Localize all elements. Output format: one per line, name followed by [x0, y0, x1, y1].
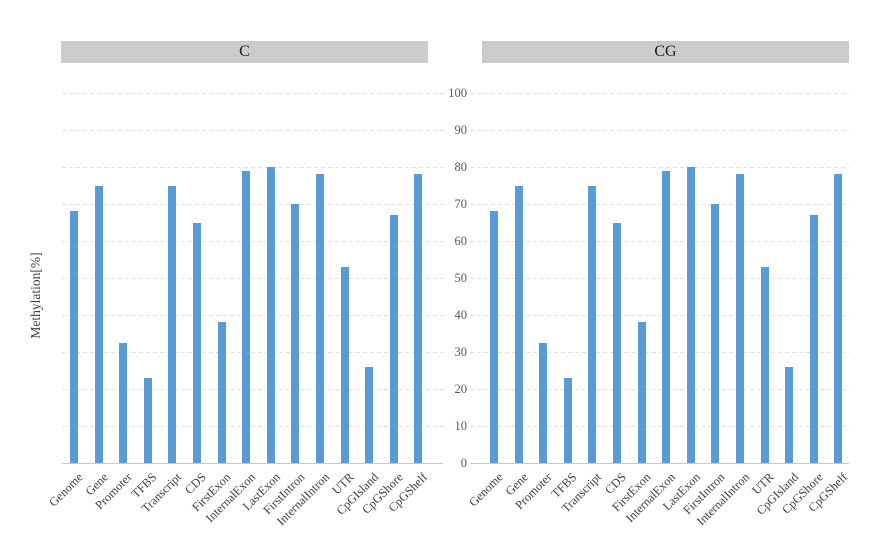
bar-cg-cpgisland — [785, 366, 794, 463]
y-tick-label: 30 — [454, 345, 468, 359]
gridline — [62, 167, 443, 168]
bar-cg-tfbs — [563, 377, 572, 463]
bar-cg-cds — [613, 222, 621, 463]
bar-cg-promoter — [539, 342, 548, 463]
y-tick-label: 40 — [454, 308, 468, 322]
gridline — [62, 352, 443, 353]
bar-c-internalintron — [316, 174, 324, 463]
y-tick-label: 60 — [454, 234, 468, 248]
bar-cg-cpgshelf — [834, 174, 843, 463]
gridline — [470, 352, 849, 353]
bar-c-genome — [70, 211, 78, 463]
y-tick-label: 80 — [454, 160, 468, 174]
x-axis-label: Genome — [46, 470, 86, 510]
gridline — [470, 241, 849, 242]
gridline — [470, 130, 849, 131]
x-axis-line — [62, 463, 443, 464]
bar-c-cpgisland — [365, 366, 374, 463]
x-axis-label: Genome — [466, 470, 506, 510]
bar-cg-firstexon — [637, 322, 646, 463]
bar-c-firstintron — [291, 204, 300, 463]
facet-header-cg: CG — [482, 41, 849, 63]
gridline — [62, 204, 443, 205]
bar-c-lastexon — [266, 167, 275, 463]
gridline — [470, 389, 849, 390]
facet-header-c: C — [61, 41, 428, 63]
bar-cg-gene — [514, 185, 523, 463]
bar-cg-internalintron — [736, 174, 744, 463]
y-tick-label: 50 — [454, 271, 468, 285]
bar-cg-lastexon — [686, 167, 695, 463]
bar-c-tfbs — [143, 377, 152, 463]
bar-cg-transcript — [588, 185, 597, 463]
y-tick-label: 10 — [454, 419, 468, 433]
bar-c-internalexon — [242, 170, 251, 463]
bar-c-utr — [340, 266, 349, 463]
bar-c-cpgshore — [389, 215, 398, 463]
gridline — [470, 167, 849, 168]
bar-cg-firstintron — [711, 204, 720, 463]
bar-cg-internalexon — [662, 170, 671, 463]
y-tick-label: 70 — [454, 197, 468, 211]
bar-c-transcript — [168, 185, 177, 463]
bar-c-cpgshelf — [414, 174, 423, 463]
gridline — [62, 278, 443, 279]
gridline — [62, 315, 443, 316]
y-tick-label: 20 — [454, 382, 468, 396]
bar-cg-utr — [760, 266, 769, 463]
y-tick-label: 90 — [454, 123, 468, 137]
bar-c-cds — [193, 222, 201, 463]
x-axis-line — [470, 463, 849, 464]
gridline — [62, 93, 443, 94]
gridline — [470, 93, 849, 94]
y-axis-title: Methylation[%] — [28, 252, 43, 339]
bar-cg-cpgshore — [809, 215, 818, 463]
y-tick-label: 100 — [448, 86, 467, 100]
gridline — [470, 278, 849, 279]
gridline — [62, 389, 443, 390]
gridline — [62, 241, 443, 242]
bar-c-promoter — [119, 342, 128, 463]
bar-c-gene — [94, 185, 103, 463]
gridline — [470, 426, 849, 427]
gridline — [62, 130, 443, 131]
gridline — [470, 204, 849, 205]
bar-c-firstexon — [217, 322, 226, 463]
gridline — [470, 315, 849, 316]
gridline — [62, 426, 443, 427]
y-tick-label: 0 — [460, 456, 467, 470]
bar-cg-genome — [490, 211, 498, 463]
